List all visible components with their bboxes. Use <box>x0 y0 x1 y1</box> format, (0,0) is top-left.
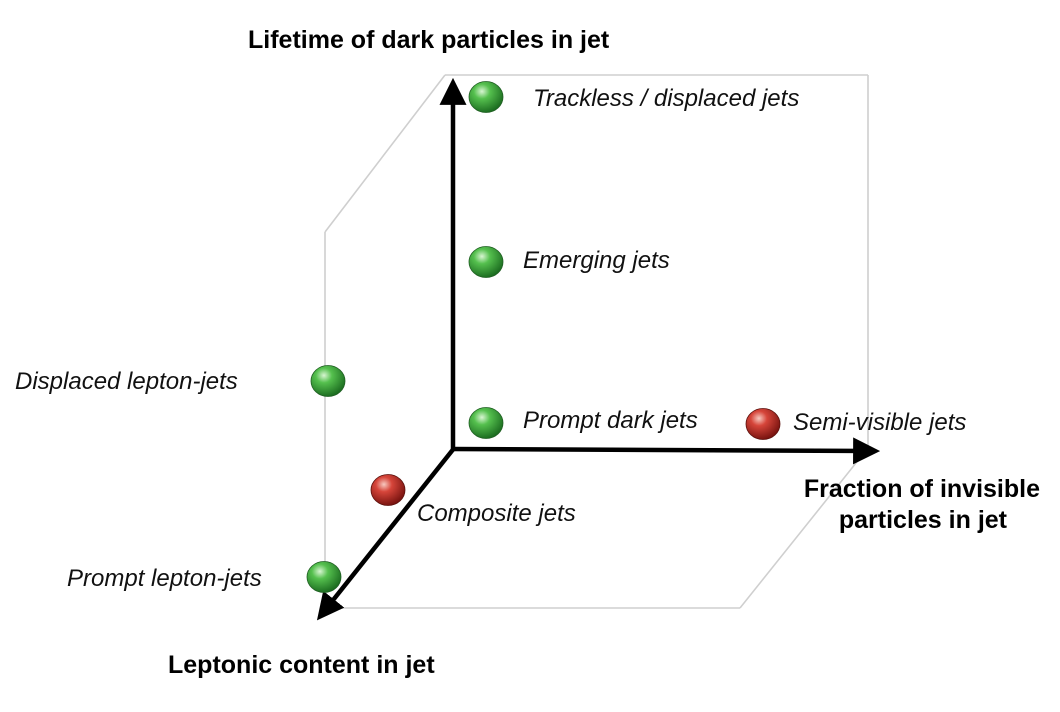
composite-jets-label: Composite jets <box>417 500 576 527</box>
semi-visible-jets-label: Semi-visible jets <box>793 409 966 436</box>
displaced-lepton-jets-label: Displaced lepton-jets <box>15 368 238 395</box>
red-sphere-marker <box>370 474 406 506</box>
depth-axis-arrow <box>316 445 457 621</box>
frame-bottom-right-diagonal <box>739 447 869 609</box>
jet-composite: Composite jets <box>370 474 576 527</box>
horizontal-axis-title-line2: particles in jet <box>839 506 1008 534</box>
frame-top-left-diagonal <box>324 74 446 233</box>
green-sphere-marker <box>310 365 346 397</box>
jet-emerging: Emerging jets <box>468 246 670 278</box>
box-frame <box>324 74 869 609</box>
jet-displaced-lepton: Displaced lepton-jets <box>15 365 346 397</box>
jet-semi-visible: Semi-visible jets <box>745 408 966 440</box>
horizontal-axis-arrow <box>450 437 881 465</box>
green-sphere-marker <box>306 561 342 593</box>
jet-prompt-dark: Prompt dark jets <box>468 407 698 439</box>
trackless-jets-label: Trackless / displaced jets <box>533 85 799 112</box>
green-sphere-marker <box>468 407 504 439</box>
emerging-jets-label: Emerging jets <box>523 247 670 274</box>
green-sphere-marker <box>468 246 504 278</box>
horizontal-axis-title-line1: Fraction of invisible <box>804 475 1040 503</box>
prompt-lepton-jets-label: Prompt lepton-jets <box>67 565 262 592</box>
depth-axis-title: Leptonic content in jet <box>168 651 435 679</box>
axes <box>316 77 881 621</box>
prompt-dark-jets-label: Prompt dark jets <box>523 407 698 434</box>
vertical-axis-title: Lifetime of dark particles in jet <box>248 26 610 54</box>
jet-trackless: Trackless / displaced jets <box>468 81 799 113</box>
red-sphere-marker <box>745 408 781 440</box>
green-sphere-marker <box>468 81 504 113</box>
jet-prompt-lepton: Prompt lepton-jets <box>67 561 342 593</box>
